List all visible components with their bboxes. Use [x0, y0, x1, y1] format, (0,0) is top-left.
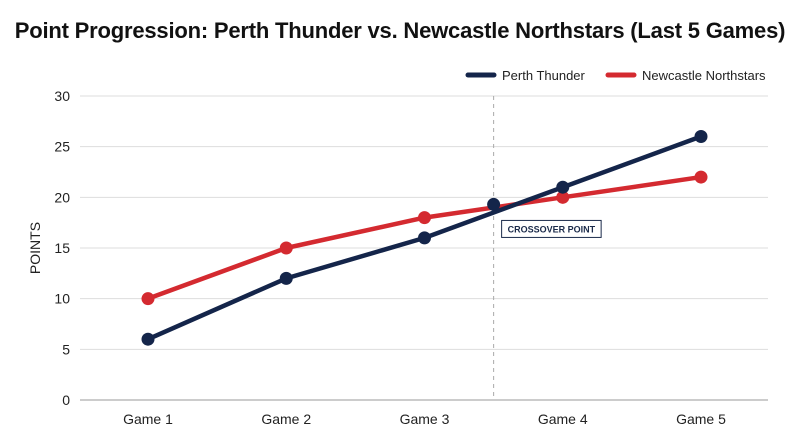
y-tick-30: 30 [54, 88, 70, 104]
x-tick-labels: Game 1 Game 2 Game 3 Game 4 Game 5 [123, 411, 726, 427]
x-tick-game-5: Game 5 [676, 411, 726, 427]
legend-label-perth-thunder: Perth Thunder [502, 68, 586, 83]
x-tick-game-3: Game 3 [400, 411, 450, 427]
y-tick-5: 5 [62, 341, 70, 357]
x-tick-game-4: Game 4 [538, 411, 588, 427]
x-tick-game-2: Game 2 [261, 411, 311, 427]
y-tick-labels: 0 5 10 15 20 25 30 [54, 88, 70, 408]
point-newcastle-northstars-game-2 [279, 241, 293, 255]
y-tick-20: 20 [54, 189, 70, 205]
y-tick-0: 0 [62, 392, 70, 408]
point-newcastle-northstars-game-4 [556, 190, 570, 204]
grid-lines [80, 95, 768, 401]
y-tick-15: 15 [54, 240, 70, 256]
point-newcastle-northstars-game-1 [141, 292, 155, 306]
point-perth-thunder-game-4 [556, 180, 570, 194]
series-layer [141, 130, 708, 346]
point-newcastle-northstars-game-3 [418, 211, 431, 225]
y-tick-10: 10 [54, 291, 70, 307]
point-newcastle-northstars-game-5 [694, 170, 708, 184]
point-perth-thunder-game-5 [694, 130, 708, 144]
chart-title: Point Progression: Perth Thunder vs. New… [14, 18, 786, 43]
crossover-point-marker [487, 197, 501, 211]
y-axis-label: POINTS [27, 222, 43, 274]
x-tick-game-1: Game 1 [123, 411, 173, 427]
point-perth-thunder-game-3 [418, 231, 431, 245]
point-perth-thunder-game-2 [279, 271, 293, 285]
point-perth-thunder-game-1 [141, 332, 155, 346]
y-tick-25: 25 [54, 139, 70, 155]
crossover-annotation: CROSSOVER POINT [501, 219, 602, 238]
annotation-box [501, 219, 602, 238]
annotation-text: CROSSOVER POINT [508, 224, 596, 234]
legend: Perth Thunder Newcastle Northstars [465, 68, 766, 83]
legend-label-newcastle-northstars: Newcastle Northstars [642, 68, 766, 83]
